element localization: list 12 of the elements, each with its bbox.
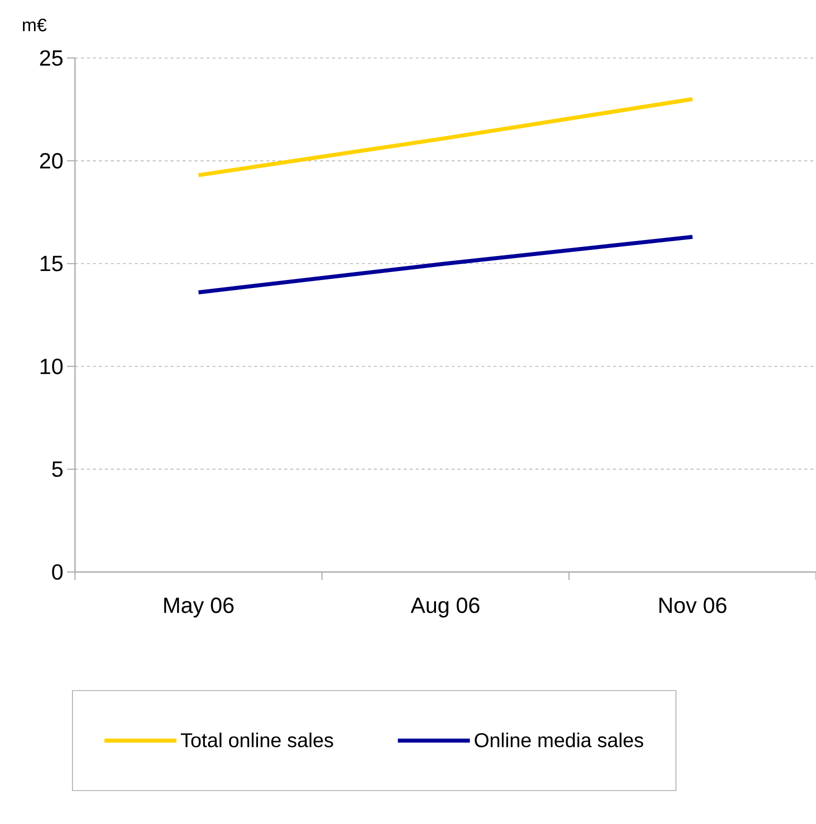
y-tick-label: 20 <box>40 153 63 169</box>
x-tick-label: May 06 <box>164 598 234 618</box>
legend-label: Online media sales <box>474 732 644 748</box>
y-tick-label: 10 <box>40 358 63 374</box>
x-tick-label: Aug 06 <box>410 598 480 618</box>
x-tick-label: Nov 06 <box>659 598 726 614</box>
y-tick-label: 5 <box>52 462 63 477</box>
y-axis-title: m€ <box>22 18 46 32</box>
y-tick-label: 25 <box>40 50 63 66</box>
y-tick-label: 15 <box>40 256 63 272</box>
y-tick-label: 0 <box>52 564 63 580</box>
legend-label: Total online sales <box>180 732 334 748</box>
